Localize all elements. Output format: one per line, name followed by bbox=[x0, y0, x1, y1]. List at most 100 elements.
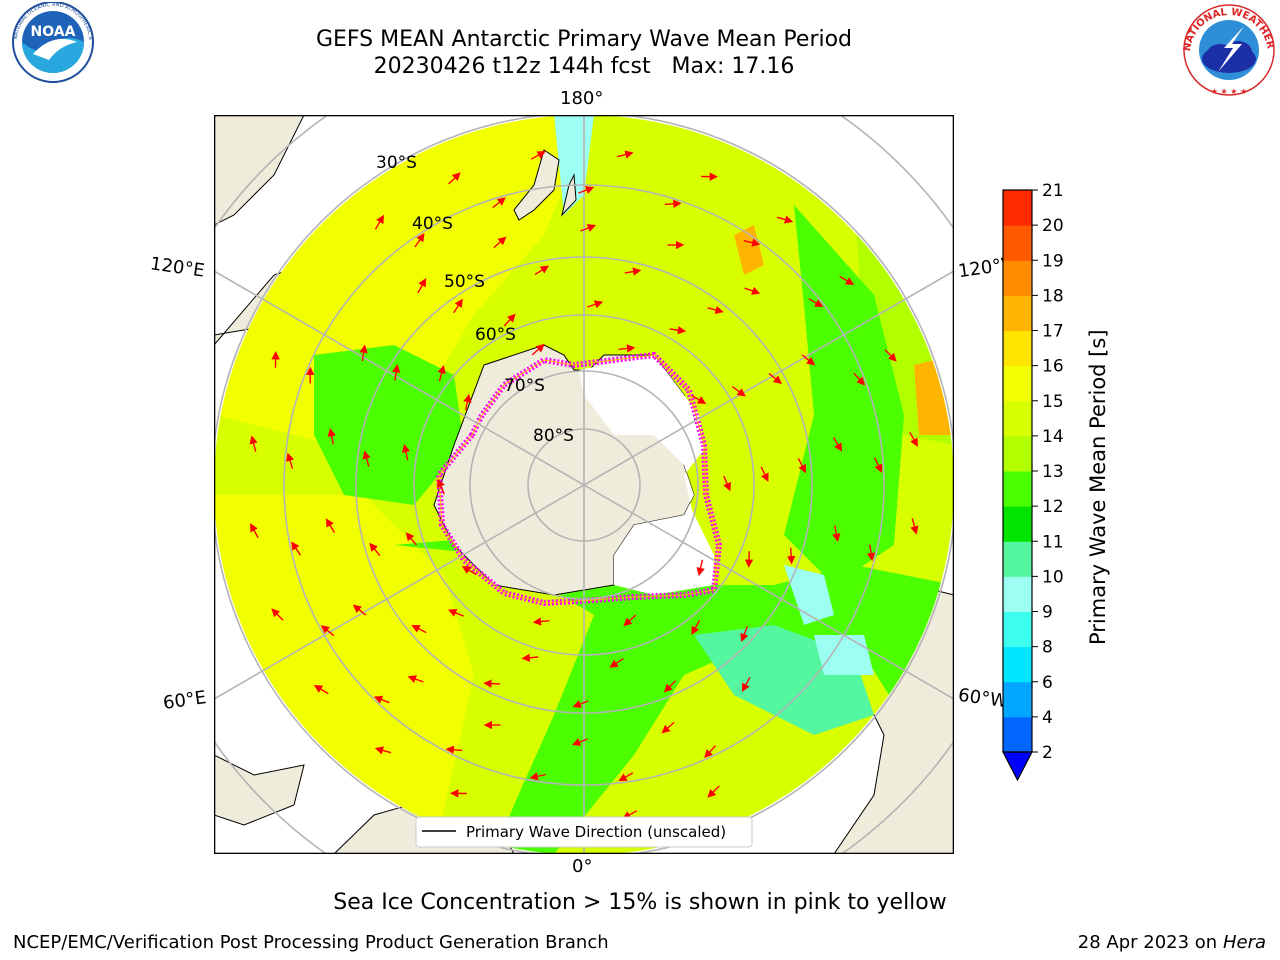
wave-arrow bbox=[437, 478, 445, 495]
wave-arrow bbox=[374, 214, 385, 230]
wave-arrow bbox=[839, 275, 855, 286]
wave-arrow bbox=[503, 313, 516, 327]
wave-arrow bbox=[786, 547, 796, 565]
wave-arrow bbox=[453, 298, 463, 314]
wave-arrow bbox=[578, 186, 595, 194]
colorbar-tick-label: 20 bbox=[1042, 216, 1064, 236]
wave-arrow bbox=[250, 523, 259, 539]
colorbar-swatches bbox=[1003, 190, 1032, 753]
colorbar-tick-label: 9 bbox=[1042, 603, 1053, 623]
wave-direction-arrows bbox=[249, 150, 919, 819]
wave-arrow bbox=[760, 466, 769, 482]
wave-arrow bbox=[437, 364, 446, 382]
colorbar-tick-label: 10 bbox=[1042, 567, 1064, 587]
colorbar-tick-label: 17 bbox=[1042, 322, 1064, 342]
colorbar-swatch bbox=[1003, 330, 1032, 367]
wave-arrow bbox=[521, 653, 539, 662]
polar-map: 30°S 40°S 50°S 60°S 70°S 80°S Primary Wa… bbox=[133, 34, 1035, 936]
colorbar-tick-label: 15 bbox=[1042, 392, 1064, 412]
colorbar-tick-label: 2 bbox=[1042, 743, 1053, 763]
wave-arrow bbox=[618, 344, 636, 353]
lat-label-60s: 60°S bbox=[475, 325, 516, 345]
wave-arrow bbox=[313, 684, 329, 695]
wave-arrow bbox=[571, 738, 588, 746]
colorbar-tick-label: 16 bbox=[1042, 357, 1064, 377]
wave-arrow bbox=[884, 349, 897, 362]
colorbar-tick-label: 19 bbox=[1042, 251, 1064, 271]
footer-date-text: 28 Apr 2023 on bbox=[1077, 932, 1223, 953]
colorbar-swatch bbox=[1003, 260, 1032, 296]
wave-arrow bbox=[853, 372, 866, 386]
figure-subtitle: 20230426 t12z 144h fcst Max: 17.16 bbox=[373, 54, 795, 79]
wave-arrow bbox=[866, 544, 876, 562]
lat-label-30s: 30°S bbox=[376, 153, 417, 173]
wave-arrow bbox=[392, 364, 401, 381]
map-legend: Primary Wave Direction (unscaled) bbox=[415, 816, 753, 848]
wave-arrow bbox=[704, 745, 717, 758]
wave-arrow bbox=[744, 551, 754, 568]
lon-label-180: 180° bbox=[560, 88, 604, 109]
wave-arrow bbox=[744, 286, 761, 295]
wave-arrow bbox=[580, 224, 597, 232]
lat-label-40s: 40°S bbox=[412, 214, 453, 234]
colorbar-tick-label: 6 bbox=[1042, 673, 1053, 693]
wave-arrow bbox=[768, 372, 782, 384]
wave-arrow bbox=[707, 305, 724, 315]
wave-arrow bbox=[407, 675, 424, 684]
wave-arrow bbox=[874, 457, 883, 473]
wave-arrow bbox=[691, 394, 707, 405]
wave-arrow bbox=[249, 435, 258, 452]
wave-arrow bbox=[696, 559, 705, 577]
wave-arrow bbox=[661, 721, 675, 734]
colorbar-tick-label: 11 bbox=[1042, 532, 1064, 552]
wave-arrow bbox=[741, 676, 751, 692]
legend-label: Primary Wave Direction (unscaled) bbox=[466, 823, 726, 841]
map-frame bbox=[213, 114, 955, 855]
wave-arrow bbox=[531, 343, 545, 356]
wave-arrow bbox=[617, 150, 634, 159]
colorbar-swatch bbox=[1003, 681, 1032, 718]
colorbar-swatch bbox=[1003, 506, 1032, 542]
lat-label-80s: 80°S bbox=[533, 426, 574, 446]
wave-arrow bbox=[492, 197, 506, 209]
wave-arrow bbox=[832, 437, 843, 452]
wave-arrow bbox=[325, 518, 336, 533]
wave-arrow bbox=[461, 565, 477, 576]
wave-arrow bbox=[286, 452, 295, 469]
wave-arrow bbox=[401, 443, 411, 461]
colorbar-tick-label: 4 bbox=[1042, 708, 1053, 728]
wave-arrow bbox=[609, 658, 624, 668]
nws-logo-stars: ★ ★ ★ ★ bbox=[1211, 87, 1247, 96]
wave-arrow bbox=[808, 298, 824, 308]
wave-arrow bbox=[369, 542, 381, 557]
wave-arrow bbox=[586, 300, 604, 309]
wave-arrow bbox=[448, 608, 464, 617]
colorbar-swatch bbox=[1003, 646, 1032, 683]
colorbar-extend-triangle bbox=[1002, 751, 1033, 782]
lon-label-0: 0° bbox=[572, 856, 593, 877]
wave-arrow bbox=[669, 326, 687, 335]
colorbar-swatch bbox=[1003, 576, 1032, 612]
figure-title: GEFS MEAN Antarctic Primary Wave Mean Pe… bbox=[315, 27, 853, 52]
colorbar-ticks: 2 4 6 8 9 10 11 12 13 14 15 16 17 18 19 20 21 bbox=[1032, 181, 1064, 763]
colorbar-swatch bbox=[1003, 611, 1032, 648]
wave-arrow bbox=[405, 532, 417, 546]
lat-label-70s: 70°S bbox=[504, 376, 545, 396]
wave-arrow bbox=[411, 625, 427, 634]
wave-arrow bbox=[801, 354, 816, 366]
colorbar-tick-label: 21 bbox=[1042, 181, 1064, 201]
wave-arrow bbox=[707, 785, 720, 798]
footer-host: Hera bbox=[1222, 932, 1266, 953]
wave-arrow bbox=[743, 238, 761, 247]
colorbar-swatch bbox=[1003, 295, 1032, 331]
colorbar-tick-label: 14 bbox=[1042, 427, 1064, 447]
wave-arrow bbox=[373, 695, 390, 704]
lon-label-120e: 120°E bbox=[148, 253, 206, 282]
wave-arrow bbox=[663, 680, 677, 693]
wave-arrow bbox=[417, 278, 427, 294]
wave-arrow bbox=[359, 344, 368, 362]
wave-arrow bbox=[530, 151, 546, 160]
wave-arrow bbox=[618, 772, 634, 782]
wave-arrow bbox=[529, 772, 547, 781]
wave-arrow bbox=[740, 626, 749, 643]
